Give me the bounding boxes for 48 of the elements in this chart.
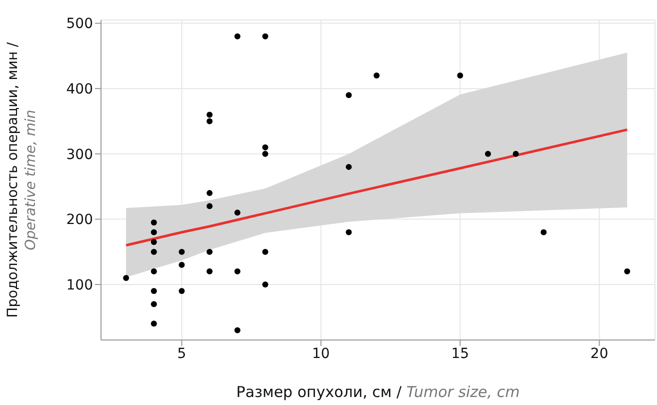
point <box>540 229 547 236</box>
point <box>346 92 352 98</box>
point <box>178 262 185 268</box>
point <box>346 229 352 236</box>
point <box>374 72 380 79</box>
point <box>206 203 213 210</box>
x-tick-label: 10 <box>312 346 330 362</box>
point <box>150 219 157 226</box>
point <box>624 268 630 274</box>
point <box>206 118 213 124</box>
point <box>150 288 157 294</box>
point <box>150 268 157 274</box>
point <box>206 112 213 118</box>
point <box>234 33 240 40</box>
point <box>150 301 157 308</box>
point <box>206 190 213 196</box>
point <box>150 229 157 236</box>
point <box>206 268 213 274</box>
point <box>123 274 130 281</box>
point <box>234 268 240 274</box>
x-tick-label: 20 <box>590 346 608 362</box>
point <box>150 320 157 327</box>
y-tick-label: 300 <box>66 146 93 163</box>
point <box>484 150 491 157</box>
line-series <box>124 128 628 247</box>
point <box>178 248 185 255</box>
point <box>512 150 519 157</box>
y-axis-title: Продолжительность операции, мин / Operative time, min <box>4 42 40 318</box>
point <box>457 72 464 79</box>
point <box>234 327 240 334</box>
x-tick-label: 5 <box>177 346 186 362</box>
point <box>150 239 157 246</box>
point <box>262 281 268 288</box>
point <box>150 248 157 255</box>
point <box>262 248 268 255</box>
point <box>178 288 185 294</box>
y-tick-label: 500 <box>66 16 93 32</box>
y-tick-label: 200 <box>66 212 93 228</box>
point <box>346 164 352 170</box>
y-tick-label: 400 <box>66 82 93 98</box>
point <box>262 150 268 157</box>
point <box>262 33 268 40</box>
point <box>206 248 213 255</box>
point <box>262 144 268 150</box>
x-tick-label: 15 <box>451 346 470 362</box>
y-tick-label: 100 <box>66 277 93 294</box>
point <box>234 210 240 216</box>
x-axis-title: Размер опухоли, см / Tumor size, cm <box>235 383 521 401</box>
